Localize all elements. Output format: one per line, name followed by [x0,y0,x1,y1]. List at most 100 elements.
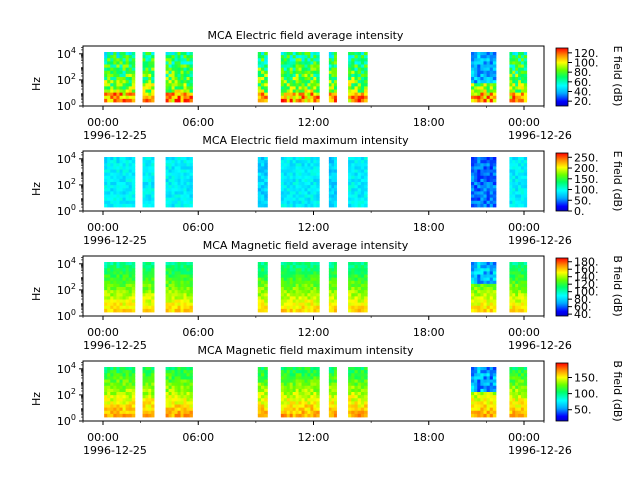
spectrogram-cell [122,373,127,377]
spectrogram-cell [354,413,359,418]
spectrogram-cell [360,191,365,195]
spectrogram-cell [354,265,359,269]
spectrogram-cell [125,188,130,192]
spectrogram-cell [486,64,491,69]
spectrogram-cell [301,83,305,87]
spectrogram-cell [257,379,262,384]
spectrogram-cell [313,299,317,304]
spectrogram-cell [354,95,359,100]
spectrogram-cell [142,410,146,415]
spectrogram-cell [298,283,302,288]
spectrogram-cell [174,172,178,177]
spectrogram-cell [183,194,187,199]
spectrogram-cell [328,172,332,177]
spectrogram-cell [512,388,516,393]
spectrogram-cell [174,67,178,72]
spectrogram-cell [186,280,190,285]
spectrogram-cell [328,197,332,202]
spectrogram-cell [474,305,478,310]
spectrogram-cell [261,262,265,266]
spectrogram-cell [301,182,305,186]
spectrogram-cell [180,172,184,177]
spectrogram-cell [471,385,475,390]
spectrogram-cell [131,52,136,56]
spectrogram-cell [283,382,288,387]
spectrogram-cell [316,388,320,393]
data-interval [328,157,337,208]
spectrogram-cell [328,55,332,59]
spectrogram-cell [518,373,522,377]
spectrogram-cell [261,302,265,307]
spectrogram-cell [483,185,488,189]
spectrogram-cell [292,413,297,418]
spectrogram-cell [486,382,491,387]
spectrogram-cell [310,169,314,174]
spectrogram-cell [261,172,265,177]
spectrogram-cell [186,86,190,90]
spectrogram-cell [165,191,169,195]
spectrogram-cell [483,392,488,396]
spectrogram-cell [110,271,114,275]
spectrogram-cell [492,191,497,195]
spectrogram-cell [189,175,193,180]
spectrogram-cell [171,77,175,81]
spectrogram-cell [128,52,133,56]
spectrogram-cell [110,401,114,405]
spectrogram-cell [304,73,308,78]
spectrogram-cell [177,395,181,399]
spectrogram-cell [307,265,311,269]
spectrogram-cell [298,293,302,297]
y-tick-exponent: 4 [71,256,76,265]
spectrogram-cell [165,163,169,167]
spectrogram-cell [151,95,155,100]
spectrogram-cell [486,370,491,374]
spectrogram-cell [357,86,362,90]
spectrogram-cell [310,178,314,183]
spectrogram-cell [257,290,262,294]
spectrogram-cell [286,58,291,62]
spectrogram-cell [142,175,146,180]
spectrogram-cell [298,296,302,300]
spectrogram-cell [298,413,302,418]
spectrogram-cell [313,262,317,266]
spectrogram-cell [142,185,146,189]
spectrogram-cell [492,413,497,418]
spectrogram-cell [304,299,308,304]
spectrogram-cell [264,194,268,199]
spectrogram-cell [333,73,337,78]
spectrogram-cell [509,262,513,266]
spectrogram-cell [313,64,317,69]
spectrogram-cell [148,83,152,87]
x-tick-label: 18:00 [413,116,445,129]
spectrogram-cell [512,296,516,300]
spectrogram-cell [180,283,184,288]
spectrogram-cell [304,407,308,412]
spectrogram-cell [107,271,111,275]
spectrogram-cell [110,388,114,393]
spectrogram-cell [364,410,368,415]
spectrogram-cell [264,70,268,75]
spectrogram-cell [471,92,475,97]
spectrogram-cell [110,305,114,310]
spectrogram-cell [107,80,111,84]
spectrogram-cell [357,299,362,304]
spectrogram-cell [148,185,152,189]
spectrogram-cell [264,77,268,81]
spectrogram-cell [483,293,488,297]
spectrogram-cell [289,293,294,297]
spectrogram-cell [351,70,355,75]
spectrogram-cell [125,182,130,186]
spectrogram-cell [122,166,127,170]
spectrogram-cell [477,73,481,78]
spectrogram-cell [360,172,365,177]
spectrogram-cell [261,175,265,180]
spectrogram-cell [518,370,522,374]
spectrogram-cell [474,367,478,371]
spectrogram-cell [471,413,475,418]
spectrogram-cell [148,163,152,167]
spectrogram-cell [113,175,117,180]
spectrogram-cell [110,58,114,62]
spectrogram-cell [148,95,152,100]
spectrogram-cell [107,407,111,412]
spectrogram-cell [174,262,178,266]
